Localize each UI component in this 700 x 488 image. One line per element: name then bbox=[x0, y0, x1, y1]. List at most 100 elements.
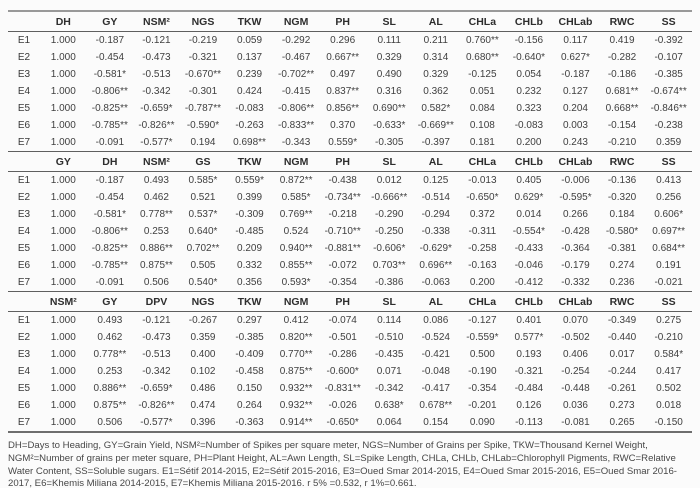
table-cell: 0.914** bbox=[279, 417, 313, 428]
column-header: CHLa bbox=[459, 151, 506, 172]
table-cell: -0.342 bbox=[142, 366, 171, 377]
table-cell: -0.127 bbox=[468, 315, 497, 326]
table-cell: 0.932** bbox=[279, 400, 313, 411]
table-row: E3 1.000 -0.581* -0.513 -0.670** 0.239 -0.702*… bbox=[8, 66, 692, 83]
table-cell: -0.421 bbox=[421, 349, 450, 360]
table-cell: -0.559* bbox=[466, 332, 499, 343]
table-cell: 0.540* bbox=[188, 277, 218, 288]
table-cell: -0.136 bbox=[607, 175, 637, 186]
column-header: TKW bbox=[226, 151, 273, 172]
table-cell: -0.666** bbox=[371, 192, 408, 203]
table-cell: 0.396 bbox=[190, 417, 216, 428]
table-cell: -0.349 bbox=[607, 315, 637, 326]
table-cell: 1.000 bbox=[50, 192, 76, 203]
table-cell: -0.363 bbox=[235, 417, 264, 428]
table-cell: -0.502 bbox=[561, 332, 590, 343]
table-cell: 0.680** bbox=[465, 52, 499, 63]
table-cell: -0.650* bbox=[466, 192, 499, 203]
table-cell: 0.264 bbox=[237, 400, 263, 411]
table-cell: 0.462 bbox=[143, 192, 169, 203]
column-header: PH bbox=[319, 291, 366, 312]
table-cell: 0.760** bbox=[465, 35, 499, 46]
table-cell: -0.787** bbox=[184, 103, 222, 114]
column-header: NSM² bbox=[133, 11, 180, 32]
column-header: PH bbox=[319, 151, 366, 172]
row-label: E5 bbox=[17, 383, 31, 394]
table-cell: 0.194 bbox=[190, 137, 216, 148]
table-cell: 0.086 bbox=[423, 315, 449, 326]
table-row: E6 1.000 -0.785** -0.826** -0.590* -0.263 -0.8… bbox=[8, 117, 692, 134]
table-row: E2 1.000 -0.454 0.462 0.521 0.399 0.585* -0.734… bbox=[8, 189, 692, 206]
table-cell: -0.595* bbox=[559, 192, 592, 203]
table-cell: -0.577* bbox=[140, 137, 173, 148]
table-cell: -0.385 bbox=[654, 69, 683, 80]
table-cell: 0.137 bbox=[237, 52, 263, 63]
table-cell: 0.253 bbox=[143, 226, 169, 237]
table-section-dh-section: DH GY NSM² NGS TKW NGM PH SL AL CHLa CHLb CHLab RWC S… bbox=[8, 11, 692, 152]
table-cell: -0.806** bbox=[91, 226, 128, 237]
table-cell: -0.091 bbox=[95, 137, 125, 148]
table-cell: -0.554* bbox=[512, 226, 546, 237]
table-cell: -0.282 bbox=[607, 52, 637, 63]
table-cell: 0.125 bbox=[423, 175, 449, 186]
table-cell: -0.833** bbox=[278, 120, 315, 131]
column-header: CHLab bbox=[552, 291, 599, 312]
table-cell: -0.107 bbox=[654, 52, 683, 63]
table-cell: -0.831** bbox=[324, 383, 361, 394]
table-cell: -0.386 bbox=[375, 277, 404, 288]
table-cell: -0.580* bbox=[605, 226, 639, 237]
table-cell: -0.013 bbox=[468, 175, 497, 186]
table-cell: -0.187 bbox=[95, 35, 125, 46]
table-cell: -0.669** bbox=[417, 120, 454, 131]
table-cell: -0.501 bbox=[328, 332, 357, 343]
table-cell: -0.290 bbox=[375, 209, 404, 220]
table-cell: -0.342 bbox=[375, 383, 404, 394]
table-cell: 1.000 bbox=[50, 260, 76, 271]
table-cell: 0.332 bbox=[237, 260, 263, 271]
table-cell: 0.329 bbox=[423, 69, 449, 80]
column-header: AL bbox=[412, 151, 460, 172]
table-cell: -0.881** bbox=[324, 243, 361, 254]
table-cell: 1.000 bbox=[50, 366, 76, 377]
column-header: NGM bbox=[272, 11, 320, 32]
table-cell: -0.826** bbox=[138, 400, 175, 411]
row-label: E4 bbox=[17, 226, 31, 237]
column-header: GY bbox=[40, 151, 87, 172]
table-cell: 0.405 bbox=[516, 175, 542, 186]
table-cell: -0.121 bbox=[142, 35, 171, 46]
table-cell: 0.698** bbox=[233, 137, 266, 148]
table-cell: 0.209 bbox=[237, 243, 263, 254]
table-cell: 0.640* bbox=[188, 226, 218, 237]
table-cell: 0.837** bbox=[326, 86, 360, 97]
table-cell: -0.428 bbox=[561, 226, 590, 237]
column-header: SL bbox=[365, 151, 413, 172]
table-cell: -0.514 bbox=[421, 192, 450, 203]
table-cell: 0.003 bbox=[562, 120, 588, 131]
table-cell: 0.585* bbox=[281, 192, 311, 203]
table-cell: 0.932** bbox=[279, 383, 313, 394]
table-row: E2 1.000 -0.454 -0.473 -0.321 0.137 -0.467 0.66… bbox=[8, 49, 692, 66]
table-cell: -0.710** bbox=[324, 226, 361, 237]
table-cell: -0.606* bbox=[373, 243, 406, 254]
column-header: CHLb bbox=[505, 11, 553, 32]
table-cell: -0.150 bbox=[654, 417, 683, 428]
table-cell: 0.585* bbox=[188, 175, 218, 186]
table-row: E4 1.000 0.253 -0.342 0.102 -0.458 0.875** -0.6… bbox=[8, 363, 692, 380]
table-cell: 0.054 bbox=[516, 69, 542, 80]
row-label: E5 bbox=[17, 103, 31, 114]
table-cell: -0.415 bbox=[281, 86, 311, 97]
table-cell: 0.232 bbox=[516, 86, 542, 97]
table-cell: -0.433 bbox=[514, 243, 544, 254]
table-cell: 0.872** bbox=[279, 175, 313, 186]
table-cell: 0.356 bbox=[237, 277, 263, 288]
table-cell: 0.296 bbox=[330, 35, 356, 46]
table-cell: -0.734** bbox=[324, 192, 361, 203]
table-cell: 0.629* bbox=[514, 192, 544, 203]
table-cell: -0.250 bbox=[375, 226, 404, 237]
row-label: E4 bbox=[17, 86, 31, 97]
table-cell: 0.770** bbox=[279, 349, 313, 360]
table-cell: 1.000 bbox=[50, 69, 76, 80]
table-cell: -0.448 bbox=[561, 383, 590, 394]
row-label: E3 bbox=[17, 349, 31, 360]
